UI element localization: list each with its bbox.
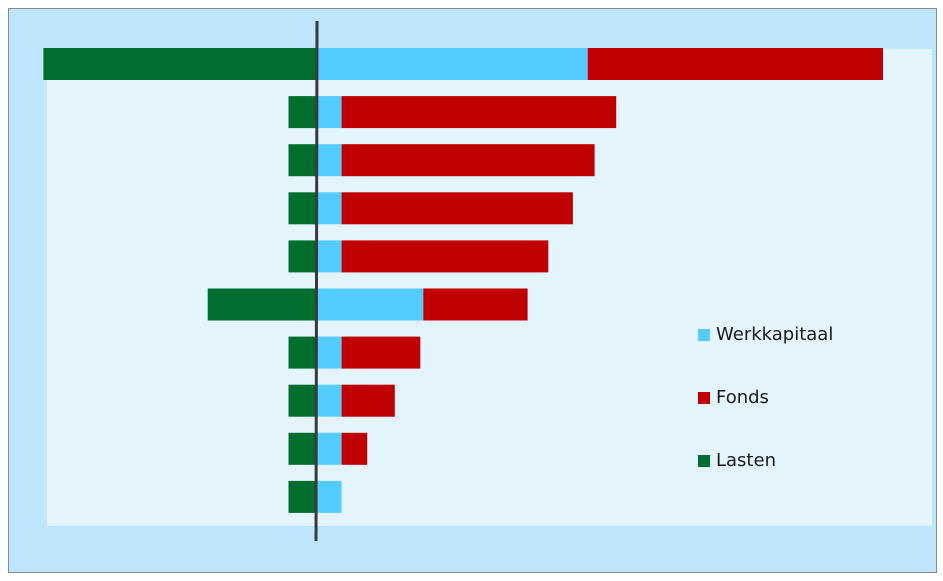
bar-fonds: [341, 336, 421, 369]
bar-werkkapitaal: [317, 384, 342, 417]
bar-fonds: [341, 96, 617, 129]
bar-lasten: [43, 48, 318, 80]
bar-lasten: [288, 192, 317, 225]
legend-item: Fonds: [698, 387, 769, 408]
bar-fonds: [341, 384, 395, 417]
plot-area: [47, 49, 932, 526]
legend-swatch: [698, 454, 710, 467]
bar-lasten: [288, 432, 317, 465]
zero-axis: [314, 20, 319, 542]
chart-svg: [43, 20, 883, 542]
legend-swatch: [698, 391, 710, 404]
bar-werkkapitaal: [317, 432, 342, 465]
legend-swatch: [698, 328, 710, 341]
bar-werkkapitaal: [317, 288, 424, 321]
bar-fonds: [423, 288, 528, 321]
bars-group: [43, 48, 883, 513]
bar-fonds: [341, 192, 573, 225]
bar-fonds: [341, 144, 595, 177]
bar-werkkapitaal: [317, 480, 342, 513]
bar-werkkapitaal: [317, 336, 342, 369]
bar-fonds: [587, 48, 883, 80]
legend-label: Lasten: [716, 450, 776, 471]
bar-lasten: [288, 480, 317, 513]
bar-werkkapitaal: [317, 96, 342, 129]
legend-item: Lasten: [698, 450, 776, 471]
bar-lasten: [288, 144, 317, 177]
bar-lasten: [288, 384, 317, 417]
chart-frame: Werkkapitaal Fonds Lasten: [8, 8, 937, 573]
bar-werkkapitaal: [317, 144, 342, 177]
bar-lasten: [288, 240, 317, 273]
bar-lasten: [207, 288, 317, 321]
bar-werkkapitaal: [317, 192, 342, 225]
legend-label: Fonds: [716, 387, 769, 408]
legend-item: Werkkapitaal: [698, 324, 833, 345]
bar-lasten: [288, 96, 317, 129]
bar-lasten: [288, 336, 317, 369]
bar-fonds: [341, 240, 549, 273]
bar-fonds: [341, 432, 368, 465]
bar-werkkapitaal: [317, 240, 342, 273]
legend-label: Werkkapitaal: [716, 324, 834, 345]
bar-werkkapitaal: [317, 48, 588, 80]
